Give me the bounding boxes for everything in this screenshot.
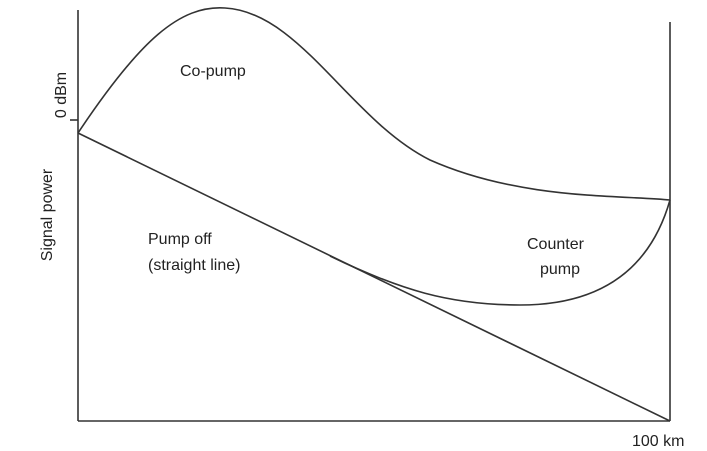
- x-end-label: 100 km: [632, 433, 684, 450]
- pump-off-label: (straight line): [148, 257, 240, 274]
- y-tick-label: 0 dBm: [53, 72, 70, 118]
- co-pump-curve: [77, 7, 671, 201]
- counter-pump-label: pump: [540, 261, 580, 278]
- pump-off-label: Pump off: [148, 231, 212, 248]
- co-pump-label: Co-pump: [180, 63, 246, 80]
- y-axis-label: Signal power: [39, 168, 56, 261]
- counter-pump-curve: [329, 199, 671, 306]
- pump-off-line: [77, 132, 671, 422]
- counter-pump-label: Counter: [527, 236, 585, 253]
